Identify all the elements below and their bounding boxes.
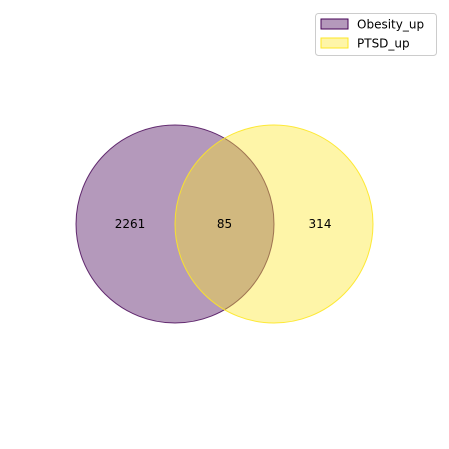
legend-frame	[315, 13, 437, 56]
legend-label-set-a: Obesity_up	[357, 18, 424, 32]
only-a-count: 2261	[115, 217, 146, 231]
only-b-count: 314	[309, 217, 332, 231]
set-b-circle	[174, 124, 374, 324]
legend-swatch-set-b	[320, 37, 349, 49]
intersection-count: 85	[217, 217, 232, 231]
legend: Obesity_up PTSD_up	[315, 13, 437, 56]
legend-label-set-b: PTSD_up	[357, 37, 410, 51]
legend-swatch-set-a	[320, 18, 349, 30]
